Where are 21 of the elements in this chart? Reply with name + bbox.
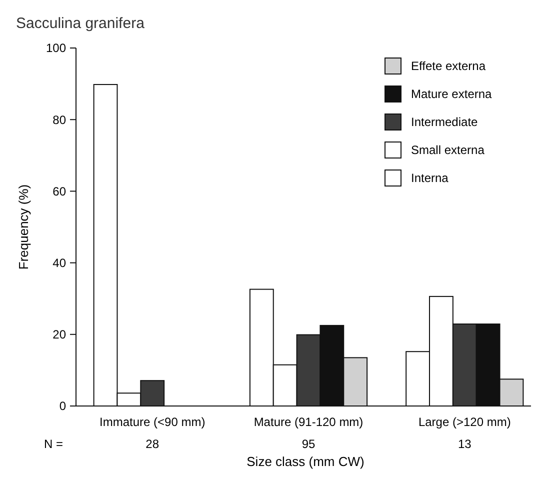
text: 13 bbox=[458, 437, 472, 451]
text: 28 bbox=[146, 437, 160, 451]
legend-label: Mature externa bbox=[411, 87, 492, 102]
y-tick-label: 100 bbox=[46, 41, 66, 56]
legend-label: Effete externa bbox=[411, 59, 486, 74]
y-tick-label: 40 bbox=[52, 256, 66, 270]
legend-label: Small externa bbox=[411, 143, 485, 158]
x-tick-label: Large (>120 mm) bbox=[418, 415, 511, 429]
y-tick-label: 20 bbox=[52, 328, 66, 342]
x-tick-label: Immature (<90 mm) bbox=[100, 415, 206, 429]
y-axis-title: Frequency (%) bbox=[16, 184, 31, 270]
y-tick-label: 0 bbox=[59, 399, 66, 414]
text: N = bbox=[44, 437, 64, 451]
legend-label: Intermediate bbox=[411, 115, 478, 130]
chart-title: Sacculina granifera bbox=[16, 15, 146, 32]
x-tick-label: Mature (91-120 mm) bbox=[254, 415, 364, 429]
x-axis-title: Size class (mm CW) bbox=[246, 454, 364, 469]
legend-label: Interna bbox=[411, 171, 449, 186]
y-tick-label: 80 bbox=[52, 112, 66, 127]
text: 95 bbox=[302, 437, 316, 451]
y-tick-label: 60 bbox=[52, 184, 66, 198]
